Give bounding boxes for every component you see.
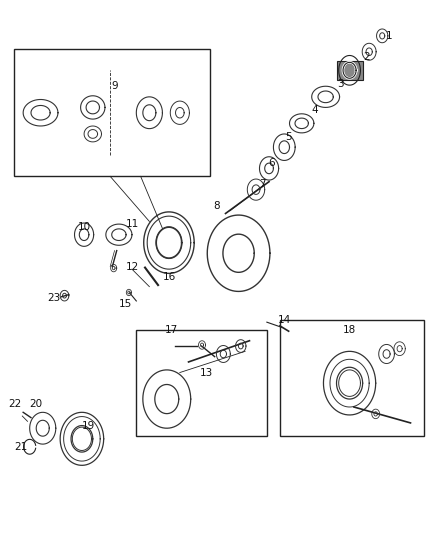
Text: 17: 17 [165, 325, 178, 335]
Text: 23: 23 [47, 293, 60, 303]
Text: 16: 16 [162, 272, 176, 282]
Bar [336, 61, 363, 80]
Text: 5: 5 [285, 132, 292, 142]
Text: 11: 11 [125, 219, 138, 229]
Text: 22: 22 [8, 399, 21, 409]
Text: 4: 4 [311, 105, 318, 115]
Text: 14: 14 [278, 314, 291, 325]
Text: 18: 18 [343, 325, 356, 335]
Text: 15: 15 [119, 298, 132, 309]
Text: 3: 3 [338, 78, 344, 88]
Text: 1: 1 [385, 31, 392, 41]
Text: 12: 12 [125, 262, 138, 271]
Text: 7: 7 [259, 179, 266, 189]
Text: 6: 6 [268, 158, 275, 168]
Text: 8: 8 [213, 200, 220, 211]
Text: 9: 9 [111, 81, 118, 91]
Text: 21: 21 [14, 442, 28, 452]
Text: 2: 2 [364, 52, 370, 62]
Text: 13: 13 [199, 368, 212, 377]
Text: 10: 10 [78, 222, 91, 232]
Text: 20: 20 [30, 399, 43, 409]
Text: 19: 19 [82, 421, 95, 431]
